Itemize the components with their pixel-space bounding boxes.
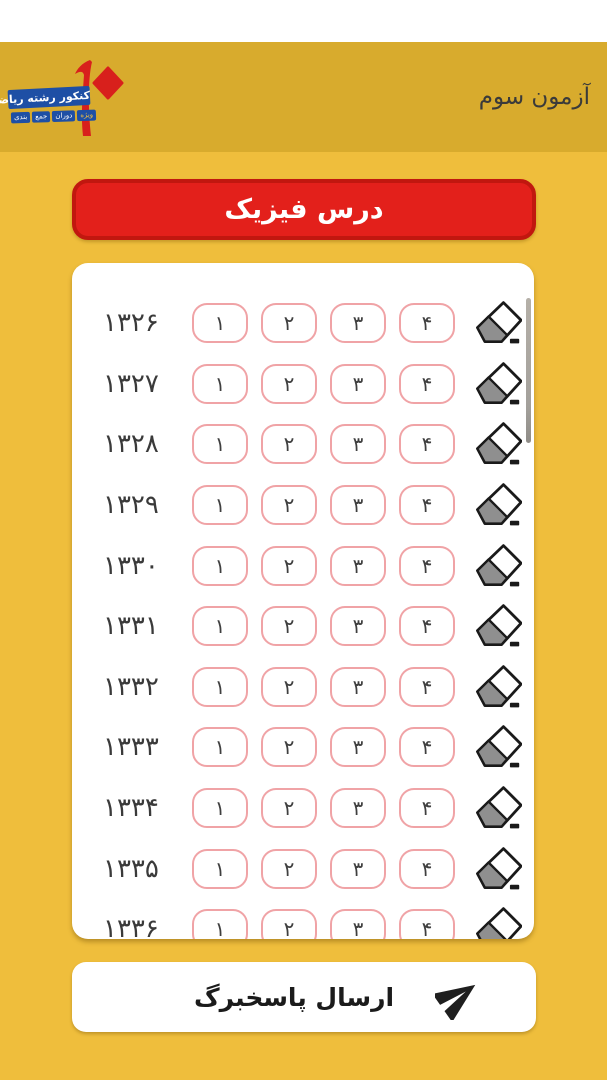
option-bubble-2[interactable]: ۲ <box>261 303 317 344</box>
question-number: ۱۳۳۶ <box>103 914 159 939</box>
option-bubble-4[interactable]: ۴ <box>399 545 455 586</box>
option-bubble-1[interactable]: ۱ <box>192 848 248 889</box>
option-bubble-2[interactable]: ۲ <box>261 848 317 889</box>
option-bubble-4[interactable]: ۴ <box>399 303 455 344</box>
option-bubble-2[interactable]: ۲ <box>261 909 317 939</box>
question-row: ۱۳۳۱ ۱ ۲ ۳ ۴ <box>72 596 534 657</box>
option-bubble-1[interactable]: ۱ <box>192 788 248 829</box>
question-row: ۱۳۲۸ ۱ ۲ ۳ ۴ <box>72 414 534 475</box>
app-header: کنکور رشته ریاضی ویژه دوران جمع بندی آزم… <box>0 42 607 152</box>
option-bubble-3[interactable]: ۳ <box>330 545 386 586</box>
option-bubble-2[interactable]: ۲ <box>261 545 317 586</box>
eraser-icon[interactable] <box>470 600 522 652</box>
option-bubble-3[interactable]: ۳ <box>330 363 386 404</box>
status-bar-area <box>0 0 607 42</box>
option-bubble-3[interactable]: ۳ <box>330 666 386 707</box>
option-bubble-2[interactable]: ۲ <box>261 485 317 526</box>
option-bubble-3[interactable]: ۳ <box>330 424 386 465</box>
question-number: ۱۳۲۸ <box>103 429 159 460</box>
option-bubble-1[interactable]: ۱ <box>192 485 248 526</box>
option-bubble-2[interactable]: ۲ <box>261 363 317 404</box>
question-number: ۱۳۳۰ <box>103 550 159 581</box>
eraser-icon[interactable] <box>470 297 522 349</box>
option-bubble-4[interactable]: ۴ <box>399 606 455 647</box>
option-bubble-1[interactable]: ۱ <box>192 606 248 647</box>
question-row: ۱۳۳۶ ۱ ۲ ۳ ۴ <box>72 899 534 939</box>
option-bubble-2[interactable]: ۲ <box>261 606 317 647</box>
scrollbar-thumb[interactable] <box>526 298 531 443</box>
submit-button[interactable]: ارسال پاسخبرگ <box>72 962 536 1032</box>
paper-plane-icon <box>435 984 476 1020</box>
logo-sub-chip: بندی <box>10 111 31 124</box>
logo-digit-zero-shape <box>92 66 124 100</box>
option-bubble-3[interactable]: ۳ <box>330 606 386 647</box>
option-bubble-3[interactable]: ۳ <box>330 788 386 829</box>
option-bubble-2[interactable]: ۲ <box>261 424 317 465</box>
lesson-button[interactable]: درس فیزیک <box>72 179 536 240</box>
option-bubble-4[interactable]: ۴ <box>399 788 455 829</box>
option-bubble-1[interactable]: ۱ <box>192 666 248 707</box>
logo-sub-chip: جمع <box>32 111 51 123</box>
question-number: ۱۳۳۵ <box>103 853 159 884</box>
option-bubble-3[interactable]: ۳ <box>330 848 386 889</box>
question-row: ۱۳۲۶ ۱ ۲ ۳ ۴ <box>72 293 534 354</box>
eraser-icon[interactable] <box>470 358 522 410</box>
option-bubble-1[interactable]: ۱ <box>192 909 248 939</box>
eraser-icon[interactable] <box>470 843 522 895</box>
logo-sub-chip: دوران <box>52 110 76 123</box>
option-bubble-4[interactable]: ۴ <box>399 666 455 707</box>
question-list: ۱۳۲۶ ۱ ۲ ۳ ۴ ۱۳۲۷ ۱ ۲ ۳ ۴ ۱۳۲۸ ۱ ۲ ۳ ۴ <box>72 263 534 939</box>
option-bubble-3[interactable]: ۳ <box>330 485 386 526</box>
logo-sub-chip: ویژه <box>77 109 97 122</box>
page-title: آزمون سوم <box>478 84 590 110</box>
option-bubble-4[interactable]: ۴ <box>399 485 455 526</box>
question-row: ۱۳۳۳ ۱ ۲ ۳ ۴ <box>72 717 534 778</box>
option-bubble-4[interactable]: ۴ <box>399 424 455 465</box>
eraser-icon[interactable] <box>470 479 522 531</box>
option-bubble-4[interactable]: ۴ <box>399 363 455 404</box>
question-row: ۱۳۳۰ ۱ ۲ ۳ ۴ <box>72 535 534 596</box>
option-bubble-4[interactable]: ۴ <box>399 727 455 768</box>
option-bubble-3[interactable]: ۳ <box>330 727 386 768</box>
eraser-icon[interactable] <box>470 661 522 713</box>
eraser-icon[interactable] <box>470 782 522 834</box>
option-bubble-3[interactable]: ۳ <box>330 303 386 344</box>
question-row: ۱۳۳۵ ۱ ۲ ۳ ۴ <box>72 838 534 899</box>
question-number: ۱۳۳۴ <box>103 793 159 824</box>
question-number: ۱۳۳۱ <box>103 611 159 642</box>
option-bubble-3[interactable]: ۳ <box>330 909 386 939</box>
option-bubble-1[interactable]: ۱ <box>192 727 248 768</box>
question-row: ۱۳۳۲ ۱ ۲ ۳ ۴ <box>72 657 534 718</box>
answer-sheet-card: ۱۳۲۶ ۱ ۲ ۳ ۴ ۱۳۲۷ ۱ ۲ ۳ ۴ ۱۳۲۸ ۱ ۲ ۳ ۴ <box>72 263 534 939</box>
eraser-icon[interactable] <box>470 903 522 939</box>
option-bubble-1[interactable]: ۱ <box>192 424 248 465</box>
question-number: ۱۳۲۹ <box>103 490 159 521</box>
option-bubble-1[interactable]: ۱ <box>192 303 248 344</box>
option-bubble-2[interactable]: ۲ <box>261 788 317 829</box>
question-number: ۱۳۲۶ <box>103 308 159 339</box>
eraser-icon[interactable] <box>470 540 522 592</box>
option-bubble-2[interactable]: ۲ <box>261 727 317 768</box>
question-number: ۱۳۲۷ <box>103 368 159 399</box>
option-bubble-4[interactable]: ۴ <box>399 909 455 939</box>
option-bubble-4[interactable]: ۴ <box>399 848 455 889</box>
eraser-icon[interactable] <box>470 721 522 773</box>
submit-button-label: ارسال پاسخبرگ <box>193 982 395 1012</box>
question-number: ۱۳۳۳ <box>103 732 159 763</box>
app-logo: کنکور رشته ریاضی ویژه دوران جمع بندی <box>0 58 128 142</box>
question-row: ۱۳۲۹ ۱ ۲ ۳ ۴ <box>72 475 534 536</box>
eraser-icon[interactable] <box>470 418 522 470</box>
question-number: ۱۳۳۲ <box>103 671 159 702</box>
option-bubble-1[interactable]: ۱ <box>192 363 248 404</box>
option-bubble-1[interactable]: ۱ <box>192 545 248 586</box>
question-row: ۱۳۳۴ ۱ ۲ ۳ ۴ <box>72 778 534 839</box>
question-row: ۱۳۲۷ ۱ ۲ ۳ ۴ <box>72 354 534 415</box>
option-bubble-2[interactable]: ۲ <box>261 666 317 707</box>
